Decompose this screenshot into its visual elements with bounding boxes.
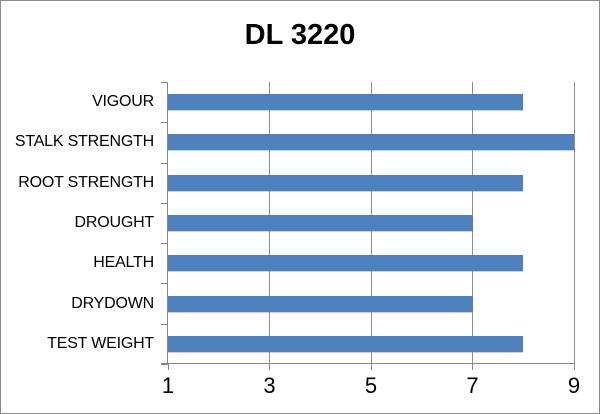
y-axis-tick-1 [161, 122, 168, 124]
bar-root-strength [168, 174, 524, 191]
gridline-9 [573, 82, 575, 364]
x-axis-label-1: 1 [161, 373, 175, 398]
category-label-drought: DROUGHT [74, 213, 155, 231]
x-axis-tick-1 [167, 364, 169, 370]
category-axis-labels: VIGOUR STALK STRENGTH ROOT STRENGTH DROUGHT… [1, 82, 154, 364]
x-axis-tick-3 [269, 364, 270, 370]
y-axis-tick-7 [161, 364, 168, 365]
category-label-stalk-strength: STALK STRENGTH [14, 133, 154, 151]
bar-test-weight [168, 335, 524, 352]
category-label-health: HEALTH [93, 254, 154, 272]
x-axis-label-9: 9 [567, 373, 581, 398]
y-axis-tick-2 [161, 162, 168, 164]
bar-drought [168, 215, 473, 231]
category-label-test-weight: TEST WEIGHT [47, 334, 154, 352]
category-label-vigour: VIGOUR [92, 93, 154, 111]
bar-vigour [168, 94, 524, 111]
x-axis-line [161, 363, 575, 364]
y-axis-tick-3 [161, 202, 168, 204]
y-axis-line [167, 82, 168, 364]
y-axis-tick-0 [161, 82, 168, 83]
x-axis-tick-9 [573, 364, 575, 370]
y-axis-tick-6 [161, 323, 168, 325]
category-label-root-strength: ROOT STRENGTH [18, 173, 154, 191]
y-axis-tick-5 [161, 283, 168, 285]
plot-area [168, 82, 575, 364]
chart-title: DL 3220 [244, 19, 356, 51]
x-axis-label-5: 5 [364, 373, 378, 398]
bar-stalk-strength [168, 134, 574, 151]
x-axis-tick-5 [370, 364, 372, 370]
gridline-7 [472, 82, 473, 364]
bar-drydown [168, 295, 473, 312]
x-axis-label-7: 7 [466, 373, 479, 398]
x-axis-label-3: 3 [263, 373, 276, 398]
category-label-drydown: DRYDOWN [71, 294, 154, 312]
bar-health [168, 255, 524, 272]
x-axis-labels: 1 3 5 7 9 [1, 373, 599, 401]
y-axis-tick-4 [161, 243, 168, 245]
x-axis-tick-7 [472, 364, 473, 370]
